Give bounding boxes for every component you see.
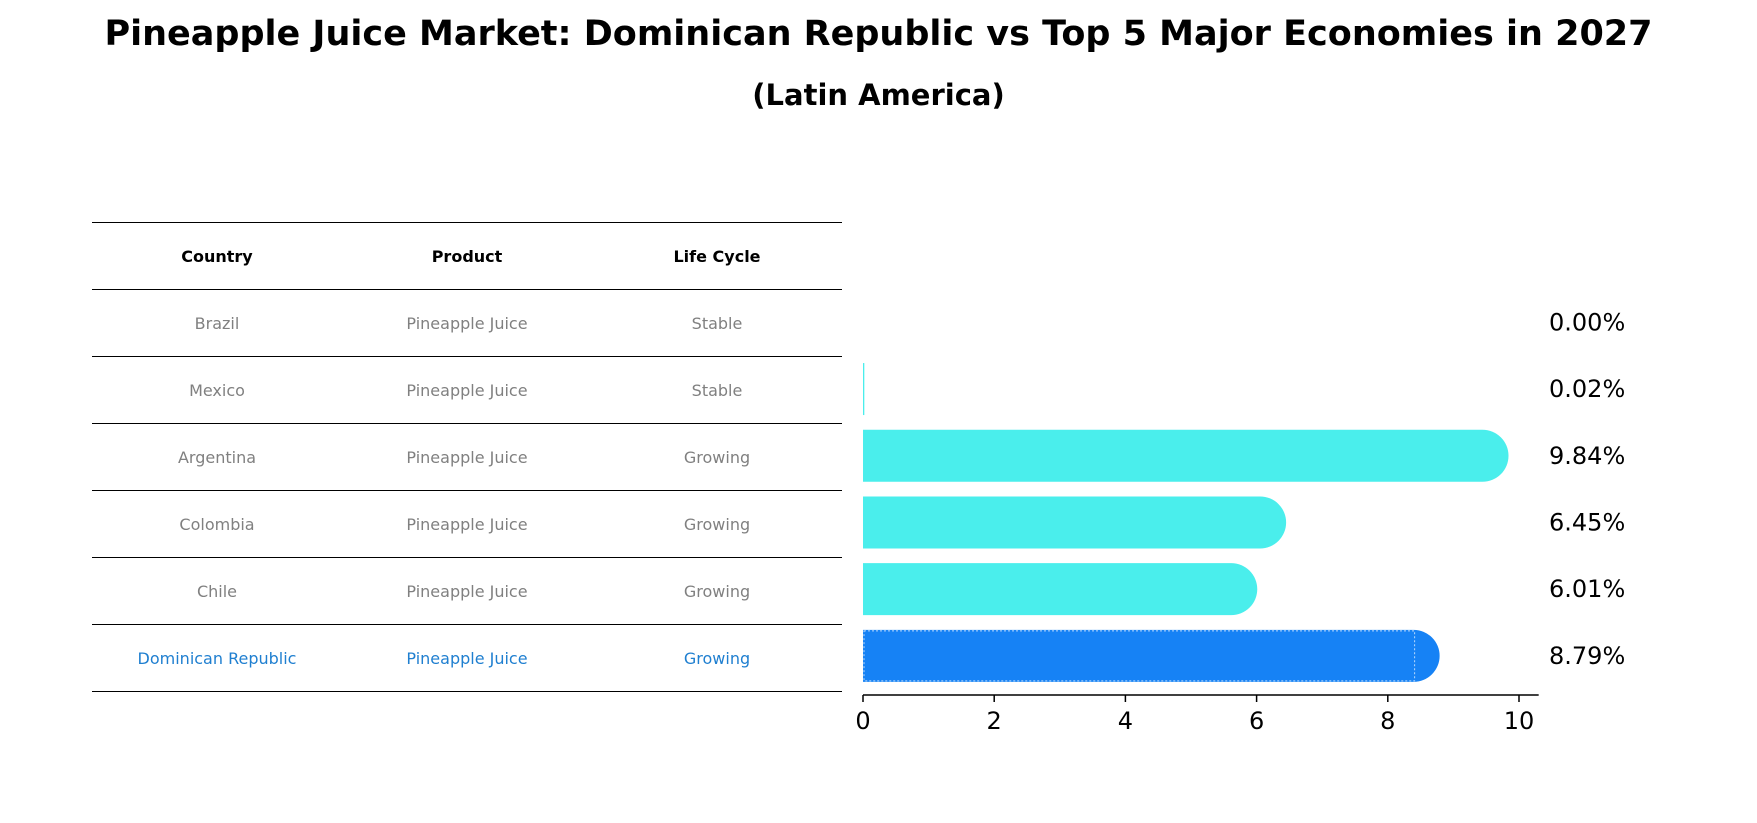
bar [863,429,1509,482]
table-row: Chile Pineapple Juice Growing [92,558,842,625]
table-row: Brazil Pineapple Juice Stable [92,290,842,357]
cell-product: Pineapple Juice [406,447,528,467]
data-label: 8.79% [1549,642,1625,670]
data-label: 6.01% [1549,575,1625,603]
x-tick-label: 8 [1380,707,1395,735]
cell-life-cycle: Growing [683,447,751,467]
chart-title: Pineapple Juice Market: Dominican Republ… [104,14,1653,54]
cell-life-cycle: Growing [683,648,751,668]
data-label: 9.84% [1549,442,1625,470]
cell-life-cycle: Growing [683,514,751,534]
cell-product: Pineapple Juice [406,514,528,534]
cell-product: Pineapple Juice [406,648,528,668]
bar-highlight-outline [863,630,1416,682]
x-tick-label: 6 [1249,707,1264,735]
data-label: 0.00% [1549,308,1625,336]
cell-life-cycle: Growing [683,581,751,601]
cell-product: Pineapple Juice [406,581,528,601]
table-row-highlighted: Dominican Republic Pineapple Juice Growi… [92,625,842,692]
table-row: Colombia Pineapple Juice Growing [92,491,842,558]
cell-country: Colombia [179,514,255,534]
header-country: Country [181,246,253,266]
chart-subtitle: (Latin America) [752,78,1005,112]
x-tick-label: 4 [1118,707,1133,735]
table-row: Mexico Pineapple Juice Stable [92,357,842,424]
bar [863,363,865,416]
bar [863,563,1258,616]
bar [863,629,1440,682]
cell-country: Chile [196,581,238,601]
cell-product: Pineapple Juice [406,380,528,400]
cell-life-cycle: Stable [691,313,743,333]
cell-country: Brazil [194,313,240,333]
bar [863,496,1287,549]
data-label: 6.45% [1549,508,1625,536]
cell-country: Dominican Republic [137,648,297,668]
data-label: 0.02% [1549,375,1625,403]
cell-country: Mexico [189,380,245,400]
header-life-cycle: Life Cycle [673,246,761,266]
cell-country: Argentina [177,447,257,467]
comparison-table: Country Product Life Cycle Brazil Pineap… [92,222,842,692]
x-tick-label: 2 [987,707,1002,735]
cell-life-cycle: Stable [691,380,743,400]
table-row: Argentina Pineapple Juice Growing [92,424,842,491]
header-product: Product [431,246,503,266]
cell-product: Pineapple Juice [406,313,528,333]
x-tick-label: 0 [855,707,870,735]
table-header-row: Country Product Life Cycle [92,223,842,290]
x-tick-label: 10 [1504,707,1535,735]
